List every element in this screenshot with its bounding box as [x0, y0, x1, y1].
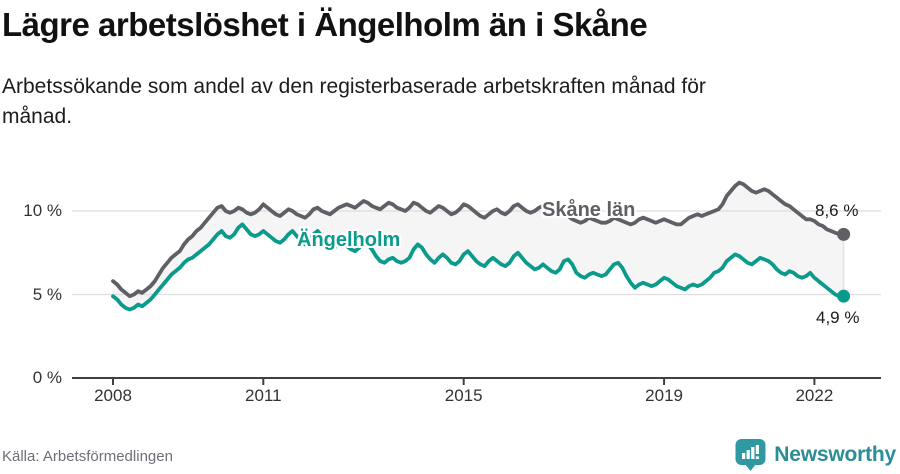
x-tick-label: 2019 [645, 386, 683, 405]
source-note: Källa: Arbetsförmedlingen [2, 448, 173, 465]
page-title: Lägre arbetslöshet i Ängelholm än i Skån… [2, 6, 648, 43]
end-value-skane: 8,6 % [815, 201, 859, 220]
page-subtitle: Arbetssökande som andel av den registerb… [2, 72, 882, 133]
newsworthy-icon [735, 439, 766, 471]
x-tick-label: 2022 [795, 386, 834, 405]
x-tick-label: 2015 [444, 386, 483, 405]
brand-name: Newsworthy [774, 443, 896, 466]
y-tick-label: 10 % [23, 201, 62, 220]
subtitle-line-2: månad. [2, 105, 73, 129]
subtitle-line-1: Arbetssökande som andel av den registerb… [2, 75, 706, 98]
y-tick-label: 5 % [32, 284, 62, 304]
x-tick-label: 2008 [94, 386, 132, 405]
series-label-skane: Skåne län [542, 199, 636, 221]
brand-logo: Newsworthy [734, 438, 896, 472]
y-tick-label: 0 % [32, 368, 62, 387]
end-value-angelholm: 4,9 % [816, 308, 860, 327]
series-label-angelholm: Ängelholm [297, 229, 401, 251]
x-tick-label: 2011 [245, 386, 282, 405]
